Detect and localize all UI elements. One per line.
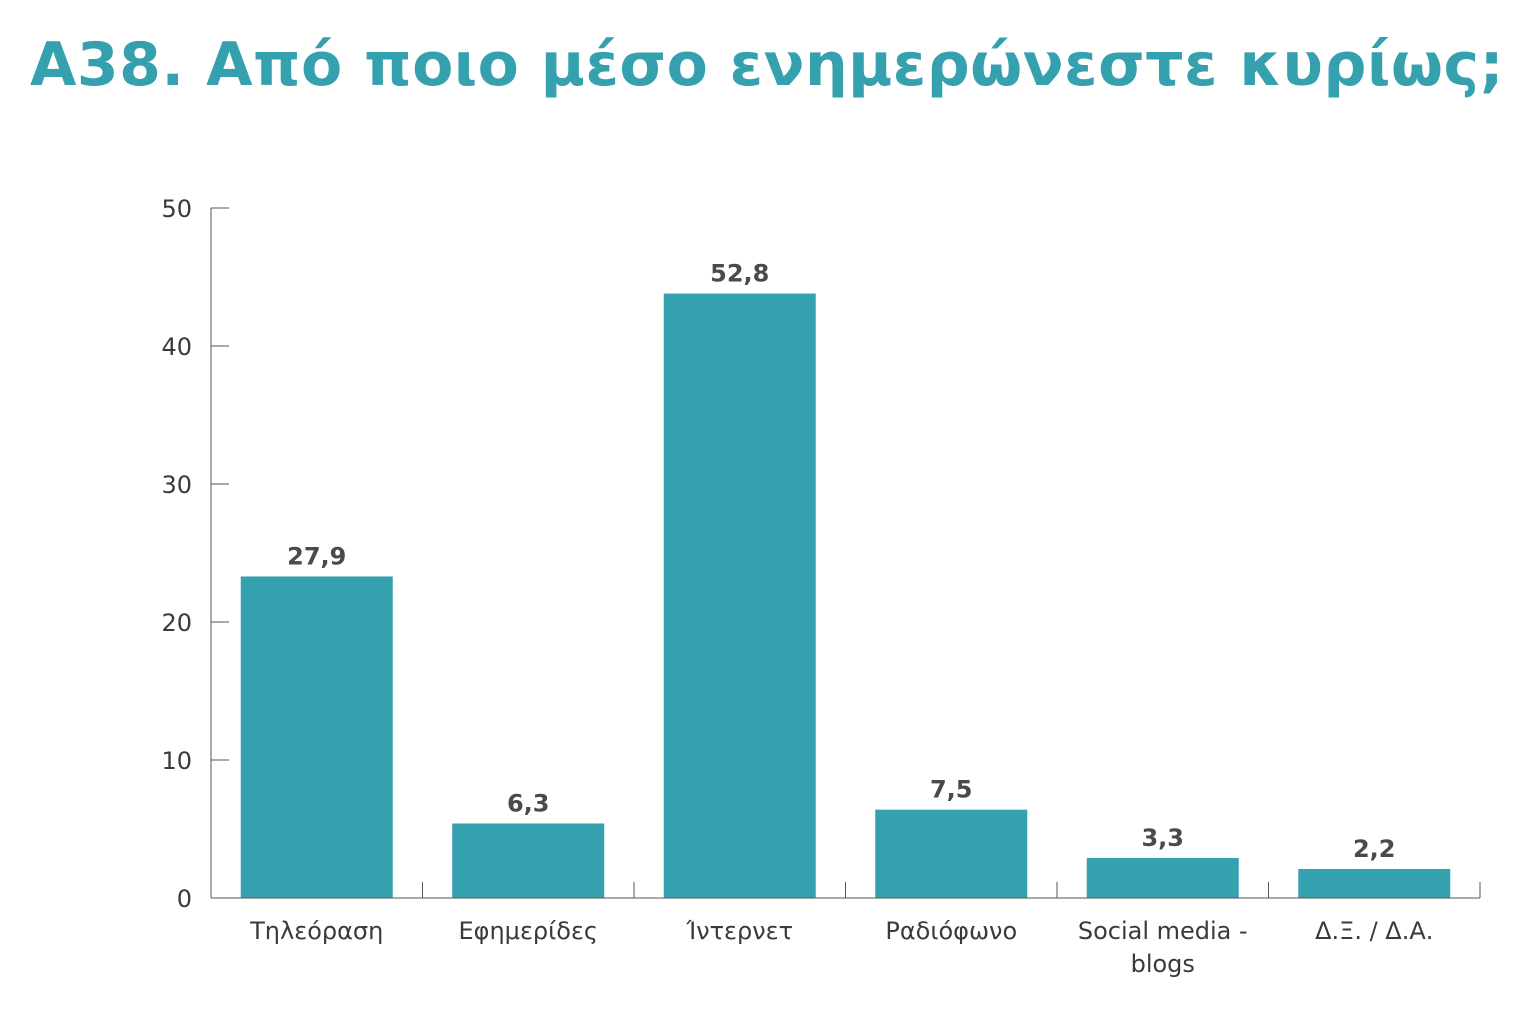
bar [1086, 857, 1239, 898]
category-label: Τηλεόραση [249, 917, 383, 945]
y-tick-label: 0 [177, 885, 192, 913]
data-label: 6,3 [507, 789, 550, 817]
bar [875, 809, 1028, 898]
chart-title: Α38. Από ποιο μέσο ενημερώνεστε κυρίως; [30, 30, 1505, 100]
data-label: 7,5 [930, 776, 973, 804]
y-tick-label: 30 [161, 471, 192, 499]
bar [240, 576, 393, 898]
bar [1298, 869, 1451, 898]
category-label: blogs [1131, 950, 1195, 978]
category-label: Δ.Ξ. / Δ.Α. [1315, 917, 1433, 945]
y-tick-label: 50 [161, 195, 192, 223]
data-label: 52,8 [710, 260, 769, 288]
data-label: 3,3 [1141, 824, 1184, 852]
bar [452, 823, 605, 898]
y-tick-label: 10 [161, 747, 192, 775]
y-tick-label: 20 [161, 609, 192, 637]
data-label: 27,9 [287, 542, 346, 570]
category-label: Ραδιόφωνο [885, 917, 1017, 945]
category-label: Ίντερνετ [685, 917, 793, 945]
data-label: 2,2 [1353, 835, 1396, 863]
category-label: Εφημερίδες [458, 917, 598, 945]
y-tick-label: 40 [161, 333, 192, 361]
category-label: Social media - [1078, 917, 1248, 945]
bar [663, 293, 816, 898]
